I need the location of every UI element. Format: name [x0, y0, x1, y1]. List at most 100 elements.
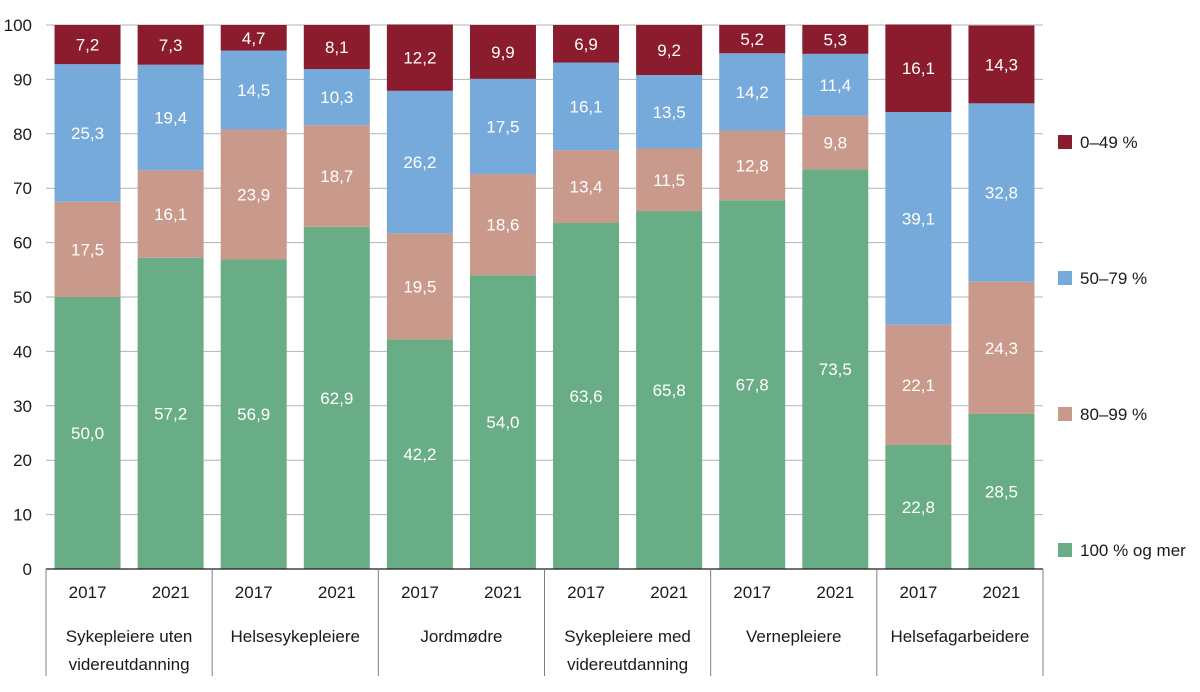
bar-segment	[137, 170, 204, 258]
data-label: 24,3	[985, 339, 1018, 358]
data-label: 22,1	[902, 376, 935, 395]
x-tick-label: 2017	[899, 583, 937, 602]
bar-segment	[636, 75, 703, 149]
bar-segment	[303, 125, 370, 227]
legend-label: 80–99 %	[1080, 405, 1147, 424]
data-label: 16,1	[569, 97, 602, 116]
y-tick-label: 90	[13, 70, 32, 89]
data-label: 13,5	[653, 103, 686, 122]
bar-segment	[968, 103, 1035, 282]
group-label: Helsesykepleiere	[231, 627, 360, 646]
bar-segment	[802, 115, 869, 170]
data-label: 9,2	[657, 41, 681, 60]
x-tick-label: 2021	[318, 583, 356, 602]
data-label: 7,2	[76, 36, 100, 55]
bar-segment	[54, 201, 121, 297]
group-label: Jordmødre	[420, 627, 502, 646]
data-label: 9,8	[823, 134, 847, 153]
data-label: 11,5	[653, 171, 685, 190]
data-label: 12,8	[736, 156, 769, 175]
bar-segment	[802, 53, 869, 116]
data-label: 16,1	[902, 59, 935, 78]
bar-segment	[553, 223, 620, 570]
bar-segment	[303, 25, 370, 70]
x-tick-label: 2017	[235, 583, 273, 602]
bar-segment	[220, 50, 287, 130]
y-tick-label: 10	[13, 506, 32, 525]
data-label: 17,5	[71, 240, 104, 259]
data-label: 14,2	[736, 83, 769, 102]
bar-segment	[553, 150, 620, 224]
x-tick-label: 2017	[401, 583, 439, 602]
bar-segment	[386, 233, 453, 340]
group-label: Sykepleiere med	[564, 627, 691, 646]
group-label: Vernepleiere	[746, 627, 841, 646]
bar-segment	[469, 174, 536, 276]
bar-segment	[885, 444, 952, 569]
data-label: 7,3	[159, 36, 183, 55]
data-label: 17,5	[486, 117, 519, 136]
x-tick-label: 2017	[567, 583, 605, 602]
bar-segment	[220, 129, 287, 260]
y-tick-label: 0	[23, 560, 32, 579]
bar-segment	[968, 413, 1035, 569]
y-tick-label: 80	[13, 125, 32, 144]
data-label: 19,5	[403, 277, 436, 296]
data-label: 57,2	[154, 404, 187, 423]
data-label: 14,3	[985, 55, 1018, 74]
data-label: 67,8	[736, 376, 769, 395]
bar-segment	[885, 112, 952, 325]
legend-swatch	[1058, 135, 1072, 149]
y-tick-label: 30	[13, 397, 32, 416]
legend-swatch	[1058, 543, 1072, 557]
data-label: 73,5	[819, 360, 852, 379]
bar-segment	[719, 25, 786, 54]
bar-segment	[137, 64, 204, 171]
bar-segment	[553, 25, 620, 63]
x-tick-label: 2021	[484, 583, 522, 602]
data-label: 12,2	[403, 49, 436, 68]
bar-segment	[54, 297, 121, 569]
legend-label: 100 % og mer	[1080, 541, 1186, 560]
bar-segment	[386, 339, 453, 569]
data-label: 9,9	[491, 43, 515, 62]
data-label: 54,0	[486, 413, 519, 432]
legend-label: 0–49 %	[1080, 133, 1138, 152]
data-label: 28,5	[985, 482, 1018, 501]
data-label: 6,9	[574, 35, 598, 54]
data-label: 16,1	[154, 205, 187, 224]
bar-segment	[802, 25, 869, 54]
data-label: 32,8	[985, 184, 1018, 203]
bar-segment	[968, 25, 1035, 104]
bar-segment	[386, 24, 453, 91]
bar-segment	[885, 24, 952, 113]
bar-segment	[636, 25, 703, 76]
bar-segment	[802, 169, 869, 569]
data-label: 62,9	[320, 389, 353, 408]
data-label: 50,0	[71, 424, 104, 443]
bar-segment	[636, 211, 703, 569]
data-label: 8,1	[325, 38, 349, 57]
data-label: 25,3	[71, 124, 104, 143]
bar-segment	[220, 25, 287, 51]
data-label: 19,4	[154, 108, 187, 127]
data-label: 5,2	[740, 30, 764, 49]
bar-segment	[54, 25, 121, 65]
data-label: 63,6	[569, 387, 602, 406]
bar-segment	[303, 226, 370, 569]
y-tick-label: 40	[13, 342, 32, 361]
legend-swatch	[1058, 271, 1072, 285]
y-tick-label: 50	[13, 288, 32, 307]
x-tick-label: 2021	[152, 583, 190, 602]
data-label: 18,7	[320, 167, 353, 186]
y-tick-label: 20	[13, 451, 32, 470]
y-tick-label: 70	[13, 179, 32, 198]
x-tick-label: 2021	[983, 583, 1021, 602]
group-label: videreutdanning	[69, 655, 190, 674]
data-label: 13,4	[569, 178, 602, 197]
bar-segment	[137, 25, 204, 65]
data-label: 14,5	[237, 81, 270, 100]
data-label: 65,8	[653, 381, 686, 400]
data-label: 42,2	[403, 445, 436, 464]
